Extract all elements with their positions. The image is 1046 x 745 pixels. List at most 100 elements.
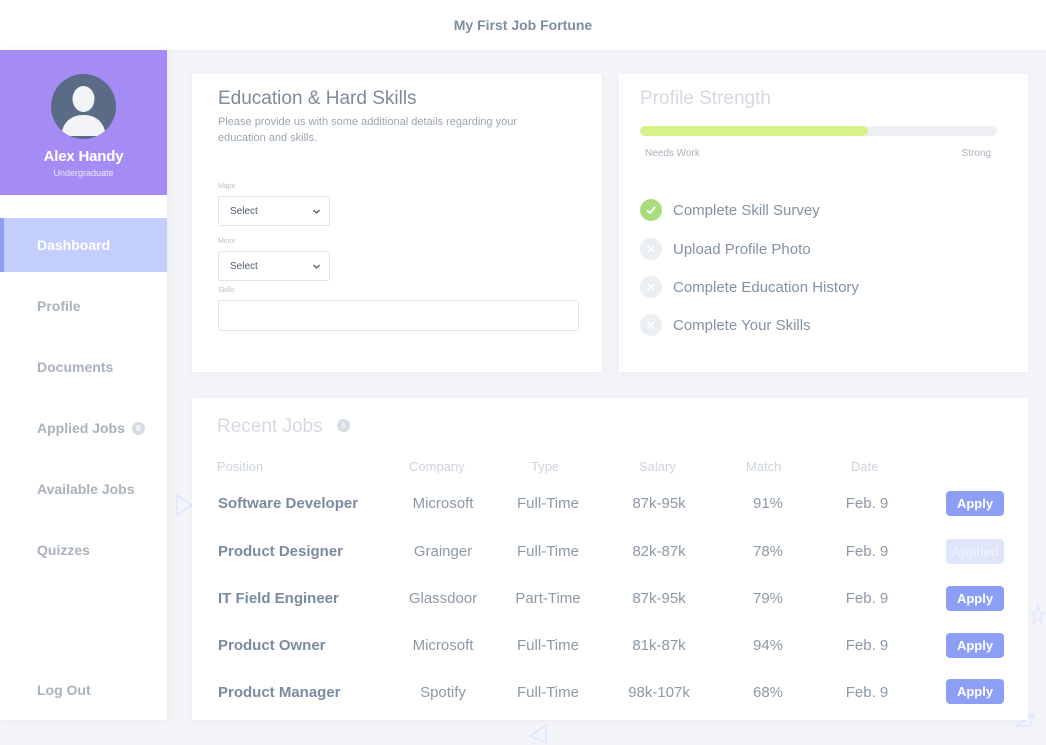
job-match: 68%: [752, 684, 784, 701]
logout-link[interactable]: Log Out: [0, 663, 167, 717]
job-type: Part-Time: [515, 590, 581, 607]
profile-strength-title: Profile Strength: [640, 88, 771, 109]
job-date: Feb. 9: [845, 637, 889, 654]
job-match: 94%: [752, 637, 784, 654]
job-position[interactable]: IT Field Engineer: [218, 590, 339, 607]
job-position[interactable]: Software Developer: [218, 495, 359, 512]
apply-button[interactable]: Apply: [946, 586, 1004, 611]
job-date: Feb. 9: [845, 495, 889, 512]
job-company: Microsoft: [412, 495, 474, 512]
recent-jobs-card: Recent Jobs 6 Position Company Type Sala…: [192, 398, 1028, 720]
apply-button[interactable]: Apply: [946, 679, 1004, 704]
sidebar-item-label: Available Jobs: [37, 481, 135, 497]
progress-max-label: Strong: [961, 148, 991, 159]
check-icon: [640, 199, 662, 221]
applied-jobs-count-badge: 6: [131, 421, 145, 435]
sidebar-item-label: Profile: [37, 298, 81, 314]
close-icon: [640, 238, 662, 260]
sidebar-item-dashboard[interactable]: Dashboard: [0, 218, 167, 272]
skills-label: Skills: [218, 287, 235, 294]
sidebar-item-available-jobs[interactable]: Available Jobs: [0, 462, 167, 516]
job-position[interactable]: Product Designer: [218, 543, 344, 560]
decorative-triangle: [528, 724, 547, 744]
checklist-item-skill-survey[interactable]: Complete Skill Survey: [640, 199, 820, 221]
sidebar-item-label: Quizzes: [37, 542, 90, 558]
education-card: Education & Hard Skills Please provide u…: [192, 74, 602, 372]
job-date: Feb. 9: [845, 684, 889, 701]
user-silhouette-icon: [61, 86, 106, 136]
checklist-item-education-history[interactable]: Complete Education History: [640, 276, 859, 298]
apply-button[interactable]: Apply: [946, 491, 1004, 516]
progress-min-label: Needs Work: [645, 148, 700, 159]
sidebar: Alex Handy Undergraduate Dashboard Profi…: [0, 50, 167, 720]
minor-label: Minor: [218, 238, 236, 245]
applied-button: Applied: [946, 539, 1004, 564]
column-header-type[interactable]: Type: [531, 459, 560, 474]
decorative-star: [1030, 604, 1046, 626]
job-position[interactable]: Product Manager: [218, 684, 341, 701]
checklist-item-your-skills[interactable]: Complete Your Skills: [640, 314, 811, 336]
job-salary: 87k-95k: [632, 495, 686, 512]
progress-fill: [640, 126, 869, 136]
minor-select[interactable]: Select: [218, 251, 330, 281]
major-select-value: Select: [230, 205, 258, 217]
checklist-label: Upload Profile Photo: [673, 240, 811, 258]
recent-jobs-count-badge: 6: [337, 419, 350, 432]
job-salary: 98k-107k: [628, 684, 690, 701]
user-name: Alex Handy: [43, 148, 124, 165]
job-date: Feb. 9: [845, 590, 889, 607]
column-header-salary[interactable]: Salary: [639, 459, 676, 474]
checklist-label: Complete Education History: [673, 278, 859, 296]
user-role: Undergraduate: [53, 168, 114, 178]
column-header-match[interactable]: Match: [746, 459, 782, 474]
checklist-label: Complete Skill Survey: [673, 201, 820, 219]
sidebar-item-profile[interactable]: Profile: [0, 279, 167, 333]
close-icon: [640, 314, 662, 336]
skills-input[interactable]: [218, 300, 579, 331]
logout-label: Log Out: [37, 682, 91, 698]
education-subtitle: Please provide us with some additional d…: [218, 116, 518, 144]
chevron-down-icon: [313, 209, 320, 214]
decorative-triangle: [1014, 712, 1036, 727]
sidebar-item-label: Dashboard: [37, 237, 111, 253]
sidebar-item-quizzes[interactable]: Quizzes: [0, 523, 167, 577]
job-company: Grainger: [413, 543, 473, 560]
job-salary: 81k-87k: [632, 637, 686, 654]
chevron-down-icon: [313, 264, 320, 269]
job-salary: 87k-95k: [632, 590, 686, 607]
profile-strength-card: Profile Strength Needs Work Strong Compl…: [619, 74, 1028, 372]
avatar[interactable]: [51, 74, 116, 139]
job-match: 79%: [752, 590, 784, 607]
job-type: Full-Time: [517, 684, 579, 701]
checklist-item-profile-photo[interactable]: Upload Profile Photo: [640, 238, 811, 260]
apply-button[interactable]: Apply: [946, 633, 1004, 658]
major-label: Major: [218, 183, 236, 190]
recent-jobs-title: Recent Jobs: [217, 416, 323, 437]
checklist-label: Complete Your Skills: [673, 316, 811, 334]
close-icon: [640, 276, 662, 298]
sidebar-item-label: Documents: [37, 359, 114, 375]
column-header-position[interactable]: Position: [217, 459, 264, 474]
sidebar-item-label: Applied Jobs: [37, 420, 125, 436]
job-salary: 82k-87k: [632, 543, 686, 560]
column-header-date[interactable]: Date: [851, 459, 879, 474]
column-header-company[interactable]: Company: [409, 459, 465, 474]
job-date: Feb. 9: [845, 543, 889, 560]
sidebar-item-applied-jobs[interactable]: Applied Jobs 6: [0, 401, 167, 455]
profile-strength-progress-bar: [640, 126, 997, 136]
job-company: Spotify: [420, 684, 466, 701]
job-type: Full-Time: [517, 543, 579, 560]
job-match: 91%: [752, 495, 784, 512]
app-title: My First Job Fortune: [453, 17, 593, 33]
profile-card: Alex Handy Undergraduate: [0, 50, 167, 195]
major-select[interactable]: Select: [218, 196, 330, 226]
education-title: Education & Hard Skills: [218, 88, 417, 109]
job-type: Full-Time: [517, 637, 579, 654]
sidebar-item-documents[interactable]: Documents: [0, 340, 167, 394]
top-bar: My First Job Fortune: [0, 0, 1046, 50]
job-match: 78%: [752, 543, 784, 560]
minor-select-value: Select: [230, 260, 258, 272]
job-company: Glassdoor: [408, 590, 478, 607]
job-company: Microsoft: [412, 637, 474, 654]
job-position[interactable]: Product Owner: [218, 637, 326, 654]
